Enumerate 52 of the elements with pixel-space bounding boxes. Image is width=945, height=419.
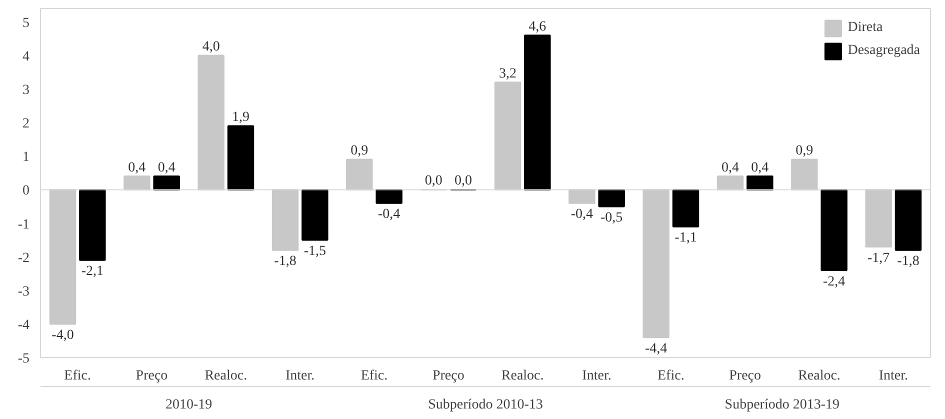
x-tick-label: Inter. bbox=[878, 368, 908, 384]
x-tick-label: Realoc. bbox=[204, 368, 248, 384]
data-label: 0,0 bbox=[454, 174, 472, 189]
x-tick-label: Inter. bbox=[582, 368, 612, 384]
y-tick-label: -1 bbox=[18, 217, 30, 232]
x-tick-label: Efic. bbox=[64, 368, 92, 384]
data-label: -1,5 bbox=[304, 244, 326, 260]
text: Subperíodo 2010-13 bbox=[428, 398, 543, 412]
y-tick-label: 1 bbox=[22, 150, 30, 166]
legend-label: Direta bbox=[848, 20, 883, 36]
y-tick-label: 5 bbox=[22, 16, 30, 31]
x-tick-label: Realoc. bbox=[501, 368, 544, 384]
data-label: 0,0 bbox=[424, 174, 442, 189]
legend-label: Desagregada bbox=[848, 43, 920, 59]
data-label: -2,1 bbox=[81, 264, 104, 280]
x-tick-label: Preço bbox=[136, 368, 168, 384]
x-tick-label: Inter. bbox=[286, 368, 315, 384]
data-label: 0,9 bbox=[796, 144, 814, 159]
x-tick-label: Preço bbox=[432, 368, 464, 384]
y-tick-label: -3 bbox=[18, 284, 30, 300]
y-tick-label: -4 bbox=[18, 318, 30, 333]
y-tick-label: 2 bbox=[22, 116, 30, 132]
data-label: -2,4 bbox=[823, 274, 846, 290]
data-label: 0,9 bbox=[350, 144, 368, 159]
data-label: -1,8 bbox=[274, 254, 296, 270]
x-tick-label: Preço bbox=[729, 368, 762, 384]
data-label: 3,2 bbox=[499, 66, 516, 82]
data-label: -1,7 bbox=[868, 250, 890, 266]
data-label: 0,4 bbox=[128, 160, 146, 176]
data-label: -4,0 bbox=[52, 328, 74, 343]
data-label: 4,0 bbox=[202, 39, 220, 54]
y-tick-label: 4 bbox=[22, 49, 30, 64]
data-label: 0,4 bbox=[158, 160, 176, 176]
data-label: 4,6 bbox=[528, 19, 546, 34]
y-tick-label: 0 bbox=[22, 184, 30, 199]
text: Subperíodo 2013-19 bbox=[724, 398, 840, 412]
y-tick-label: -2 bbox=[18, 250, 30, 266]
x-tick-label: Efic. bbox=[360, 368, 388, 384]
data-label: -0,5 bbox=[600, 210, 623, 226]
text: 2010-19 bbox=[166, 398, 212, 412]
data-label: 0,4 bbox=[751, 160, 769, 176]
y-tick-label: 3 bbox=[22, 83, 30, 98]
x-tick-label: Realoc. bbox=[798, 368, 840, 384]
data-label: -1,1 bbox=[674, 230, 697, 246]
data-label: -0,4 bbox=[378, 207, 400, 222]
data-label: 0,4 bbox=[722, 160, 739, 176]
x-tick-label: Efic. bbox=[658, 368, 684, 384]
data-label: -0,4 bbox=[570, 207, 594, 222]
data-label: -4,4 bbox=[645, 341, 668, 356]
y-tick-label: -5 bbox=[18, 352, 30, 366]
data-label: -1,8 bbox=[897, 254, 920, 270]
data-label: 1,9 bbox=[232, 110, 250, 125]
